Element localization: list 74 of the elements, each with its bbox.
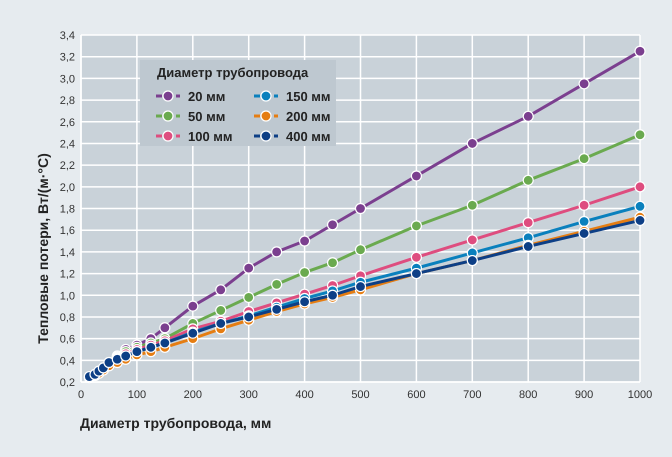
point (466, 138, 478, 150)
point (354, 244, 366, 256)
point (578, 200, 590, 211)
point (326, 290, 338, 301)
y-tick-label: 1,4 (60, 246, 75, 259)
y-tick-label: 3,2 (60, 52, 75, 64)
point (103, 356, 115, 368)
y-tick-label: 0,6 (60, 334, 75, 346)
point (634, 214, 646, 226)
x-tick-label: 200 (184, 389, 202, 401)
point (299, 266, 310, 278)
point (271, 278, 282, 290)
point (354, 202, 366, 214)
y-tick-label: 2,6 (60, 116, 75, 129)
y-tick-label: 0,4 (60, 355, 75, 368)
y-tick-label: 1,6 (60, 225, 75, 238)
point (354, 280, 366, 292)
legend-label: 50 мм (188, 109, 226, 124)
point (243, 292, 254, 304)
x-tick-label: 800 (519, 389, 538, 401)
point (634, 181, 646, 192)
y-tick-label: 0,8 (60, 312, 75, 324)
point (634, 46, 646, 57)
y-tick-label: 2,2 (60, 160, 75, 172)
point (215, 284, 226, 296)
x-tick-label: 300 (240, 389, 258, 401)
legend-label: 100 мм (188, 129, 233, 144)
point (578, 216, 590, 228)
point (410, 220, 422, 232)
point (326, 257, 338, 268)
x-tick-label: 600 (407, 389, 426, 401)
point (634, 129, 646, 140)
point (299, 296, 310, 308)
y-tick-label: 0,2 (60, 377, 75, 389)
point (634, 200, 646, 212)
point (326, 219, 338, 230)
point (243, 262, 254, 274)
point (299, 235, 310, 247)
point (410, 170, 422, 182)
x-tick-label: 100 (128, 389, 146, 401)
point (522, 110, 534, 122)
point (410, 252, 422, 263)
y-tick-label: 2,8 (60, 95, 75, 108)
point (187, 300, 198, 312)
legend-label: 200 мм (286, 109, 331, 124)
point (522, 174, 534, 186)
point (466, 234, 478, 246)
point (466, 200, 478, 211)
x-tick-label: 700 (463, 389, 482, 401)
legend-label: 150 мм (286, 89, 331, 104)
legend-label: 20 мм (188, 89, 226, 104)
point (578, 228, 590, 240)
y-tick-label: 3,4 (60, 30, 75, 42)
y-tick-label: 1,8 (60, 204, 75, 216)
point (578, 153, 590, 164)
y-tick-label: 2,0 (60, 182, 75, 194)
x-tick-label: 500 (351, 389, 370, 401)
y-tick-label: 3,0 (60, 73, 75, 86)
x-tick-label: 0 (78, 389, 84, 401)
y-tick-label: 1,2 (60, 268, 75, 281)
legend-label: 400 мм (286, 129, 331, 144)
y-axis-title: Тепловые потери, Вт/(м·°С) (35, 153, 51, 344)
x-tick-label: 900 (574, 389, 594, 401)
point (215, 304, 226, 316)
y-tick-label: 2,4 (60, 138, 75, 150)
x-tick-label: 1000 (628, 389, 652, 401)
point (522, 216, 534, 228)
y-tick-label: 1,0 (60, 290, 75, 302)
point (271, 246, 282, 258)
x-tick-label: 400 (295, 389, 314, 401)
legend-title: Диаметр трубопровода (157, 65, 309, 80)
point (159, 322, 170, 334)
x-axis-title: Диаметр трубопровода, мм (80, 415, 272, 431)
point (578, 78, 590, 90)
